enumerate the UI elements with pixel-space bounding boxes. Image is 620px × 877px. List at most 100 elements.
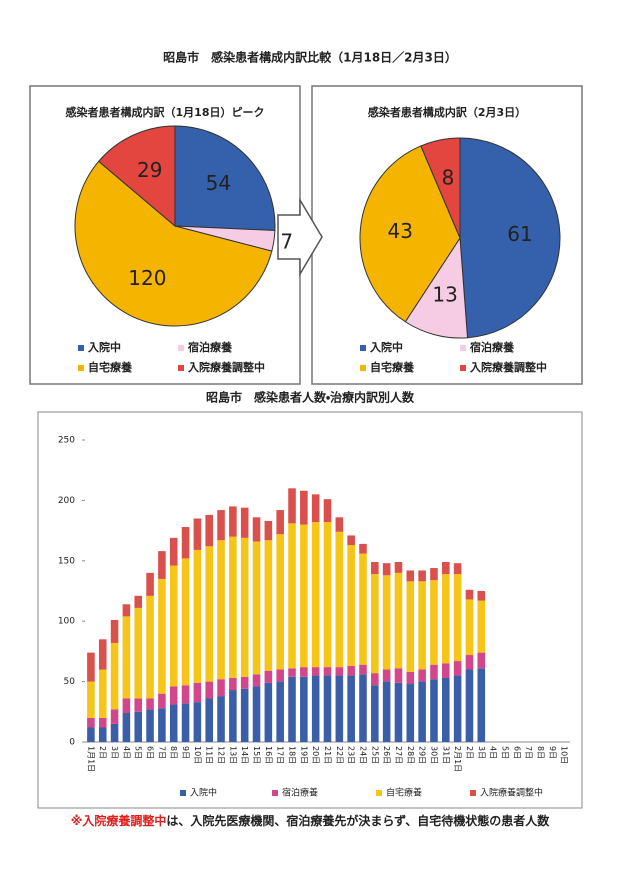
bar-segment xyxy=(169,704,178,742)
bar-segment xyxy=(382,669,391,682)
bar-segment xyxy=(146,572,154,596)
bar-segment xyxy=(418,570,426,582)
bar-segment xyxy=(323,667,332,676)
bar-segment xyxy=(477,652,486,669)
bar-segment xyxy=(442,562,450,575)
legend-label: 入院療養調整中 xyxy=(187,360,265,374)
bar-segment xyxy=(335,517,344,532)
bar-segment xyxy=(276,669,284,682)
bar-segment xyxy=(193,549,202,683)
bar-segment xyxy=(134,607,143,699)
bar-segment xyxy=(359,674,367,742)
bar-segment xyxy=(205,698,213,742)
x-tick-label: 10日 xyxy=(193,746,202,764)
pie-title: 感染者患者構成内訳（1月18日）ピーク xyxy=(65,105,265,119)
bar-segment xyxy=(205,681,213,699)
bar-segment xyxy=(181,526,190,559)
bar-segment xyxy=(122,604,131,617)
pie-slice xyxy=(420,137,461,239)
bar-segment xyxy=(371,574,379,674)
bar-segment xyxy=(288,523,296,669)
bar-segment xyxy=(205,546,213,682)
bar-segment xyxy=(418,681,426,742)
bar-segment xyxy=(288,668,296,677)
x-tick-label: 28日 xyxy=(406,746,415,764)
bar-segment xyxy=(276,510,284,535)
note-text: は、入院先医療機関、宿泊療養先が決まらず、自宅待機状態の患者人数 xyxy=(166,814,550,828)
bar-segment xyxy=(252,674,261,687)
legend-label: 宿泊療養 xyxy=(469,340,514,354)
bar-segment xyxy=(394,572,403,669)
bar-segment xyxy=(453,563,462,575)
bar-segment xyxy=(477,591,486,601)
x-tick-label: 18日 xyxy=(288,746,297,764)
x-tick-label: 14日 xyxy=(240,746,249,764)
bar-segment xyxy=(229,536,237,678)
bar-segment xyxy=(394,562,403,573)
bar-segment xyxy=(371,673,379,686)
x-tick-label: 17日 xyxy=(276,746,285,764)
pie-slice xyxy=(98,125,176,228)
bar-segment xyxy=(98,717,107,728)
bar-segment xyxy=(276,534,284,670)
bar-segment xyxy=(122,698,131,714)
y-tick-label: 0 xyxy=(69,738,75,748)
x-tick-label: 9日 xyxy=(181,746,190,759)
bar-segment xyxy=(311,675,320,742)
legend-label: 自宅療養 xyxy=(370,360,414,374)
bar-segment xyxy=(442,574,450,664)
bar-segment xyxy=(347,675,355,742)
bar-segment xyxy=(264,682,273,742)
bar-segment xyxy=(146,698,154,710)
bar-segment xyxy=(134,698,143,712)
bar-segment xyxy=(158,578,166,694)
x-tick-label: 3日 xyxy=(110,746,119,759)
bar-segment xyxy=(430,568,438,581)
bar-segment xyxy=(240,676,249,689)
bar-segment xyxy=(406,671,415,685)
arrow xyxy=(277,197,323,277)
legend-label: 入院中 xyxy=(190,787,217,799)
bar-segment xyxy=(382,563,391,576)
x-tick-label: 13日 xyxy=(228,746,237,764)
bar-segment xyxy=(264,670,273,683)
bar-segment xyxy=(158,693,166,709)
pie-slice xyxy=(174,125,276,232)
x-tick-label: 16日 xyxy=(264,746,273,764)
bar-segment xyxy=(252,541,261,675)
y-tick-label: 100 xyxy=(58,617,75,627)
legend-label: 宿泊療養 xyxy=(187,340,232,354)
bar-segment xyxy=(134,595,143,608)
bar-segment xyxy=(217,679,225,697)
bar-segment xyxy=(323,675,332,742)
bar-segment xyxy=(276,681,284,742)
page-title: 昭島市 感染患者構成内訳比較（1月18日／2月3日） xyxy=(163,50,457,65)
x-tick-label: 21日 xyxy=(323,746,332,764)
x-tick-label: 20日 xyxy=(311,746,320,764)
x-tick-label: 25日 xyxy=(370,746,379,764)
bar-segment xyxy=(229,690,237,742)
legend-label: 入院療養調整中 xyxy=(480,787,543,799)
bar-segment xyxy=(453,574,462,662)
bar-segment xyxy=(264,540,273,671)
bar-segment xyxy=(453,661,462,676)
x-tick-label: 3日 xyxy=(477,746,486,759)
x-tick-label: 6日 xyxy=(512,746,521,759)
bar-segment xyxy=(465,599,474,656)
bar-segment xyxy=(169,537,178,566)
legend-swatch xyxy=(460,345,466,351)
bar-segment xyxy=(442,677,450,742)
bar-segment xyxy=(406,684,415,742)
bar-segment xyxy=(382,575,391,670)
legend-label: 自宅療養 xyxy=(88,360,132,374)
bar-segment xyxy=(240,688,249,742)
legend-label: 宿泊療養 xyxy=(282,787,318,799)
bar-segment xyxy=(240,537,249,677)
x-tick-label: 31日 xyxy=(441,746,450,764)
chart-title: 昭島市 感染患者人数・治療内訳別人数 xyxy=(206,390,415,405)
bar-segment xyxy=(453,675,462,742)
bar-segment xyxy=(394,668,403,683)
x-tick-label: 19日 xyxy=(299,746,308,764)
bar-segment xyxy=(110,723,119,742)
y-tick-label: 50 xyxy=(64,677,76,687)
